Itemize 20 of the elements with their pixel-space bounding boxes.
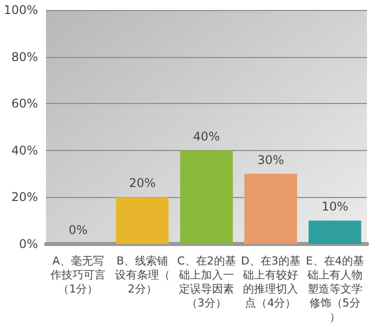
x-tick-label: D、在3的基础上有较好的推理切入点（4分） xyxy=(240,254,300,310)
bar xyxy=(308,220,362,244)
x-tick-label: E、在4的基础上有人物塑造等文学修饰（5分） xyxy=(306,254,364,324)
data-label: 10% xyxy=(322,200,348,214)
data-label: 20% xyxy=(128,176,156,190)
bar xyxy=(244,174,298,244)
y-tick-label: 100% xyxy=(4,3,38,17)
data-label: 0% xyxy=(68,223,88,237)
y-tick-label: 20% xyxy=(11,190,38,204)
x-tick-label: B、线索铺设有条理（2分） xyxy=(114,254,170,296)
x-tick-label: A、毫无写作技巧可言（1分） xyxy=(50,254,106,296)
data-label: 40% xyxy=(193,129,220,144)
y-tick-label: 40% xyxy=(11,143,38,158)
x-tick-label: C、在2的基础上加入一定误导因素（3分） xyxy=(177,254,236,310)
y-tick-label: 0% xyxy=(18,237,38,251)
y-tick-label: 80% xyxy=(11,50,38,64)
data-label: 30% xyxy=(257,152,284,167)
y-tick-label: 60% xyxy=(11,96,38,111)
bar xyxy=(180,150,233,244)
bar xyxy=(116,197,169,244)
